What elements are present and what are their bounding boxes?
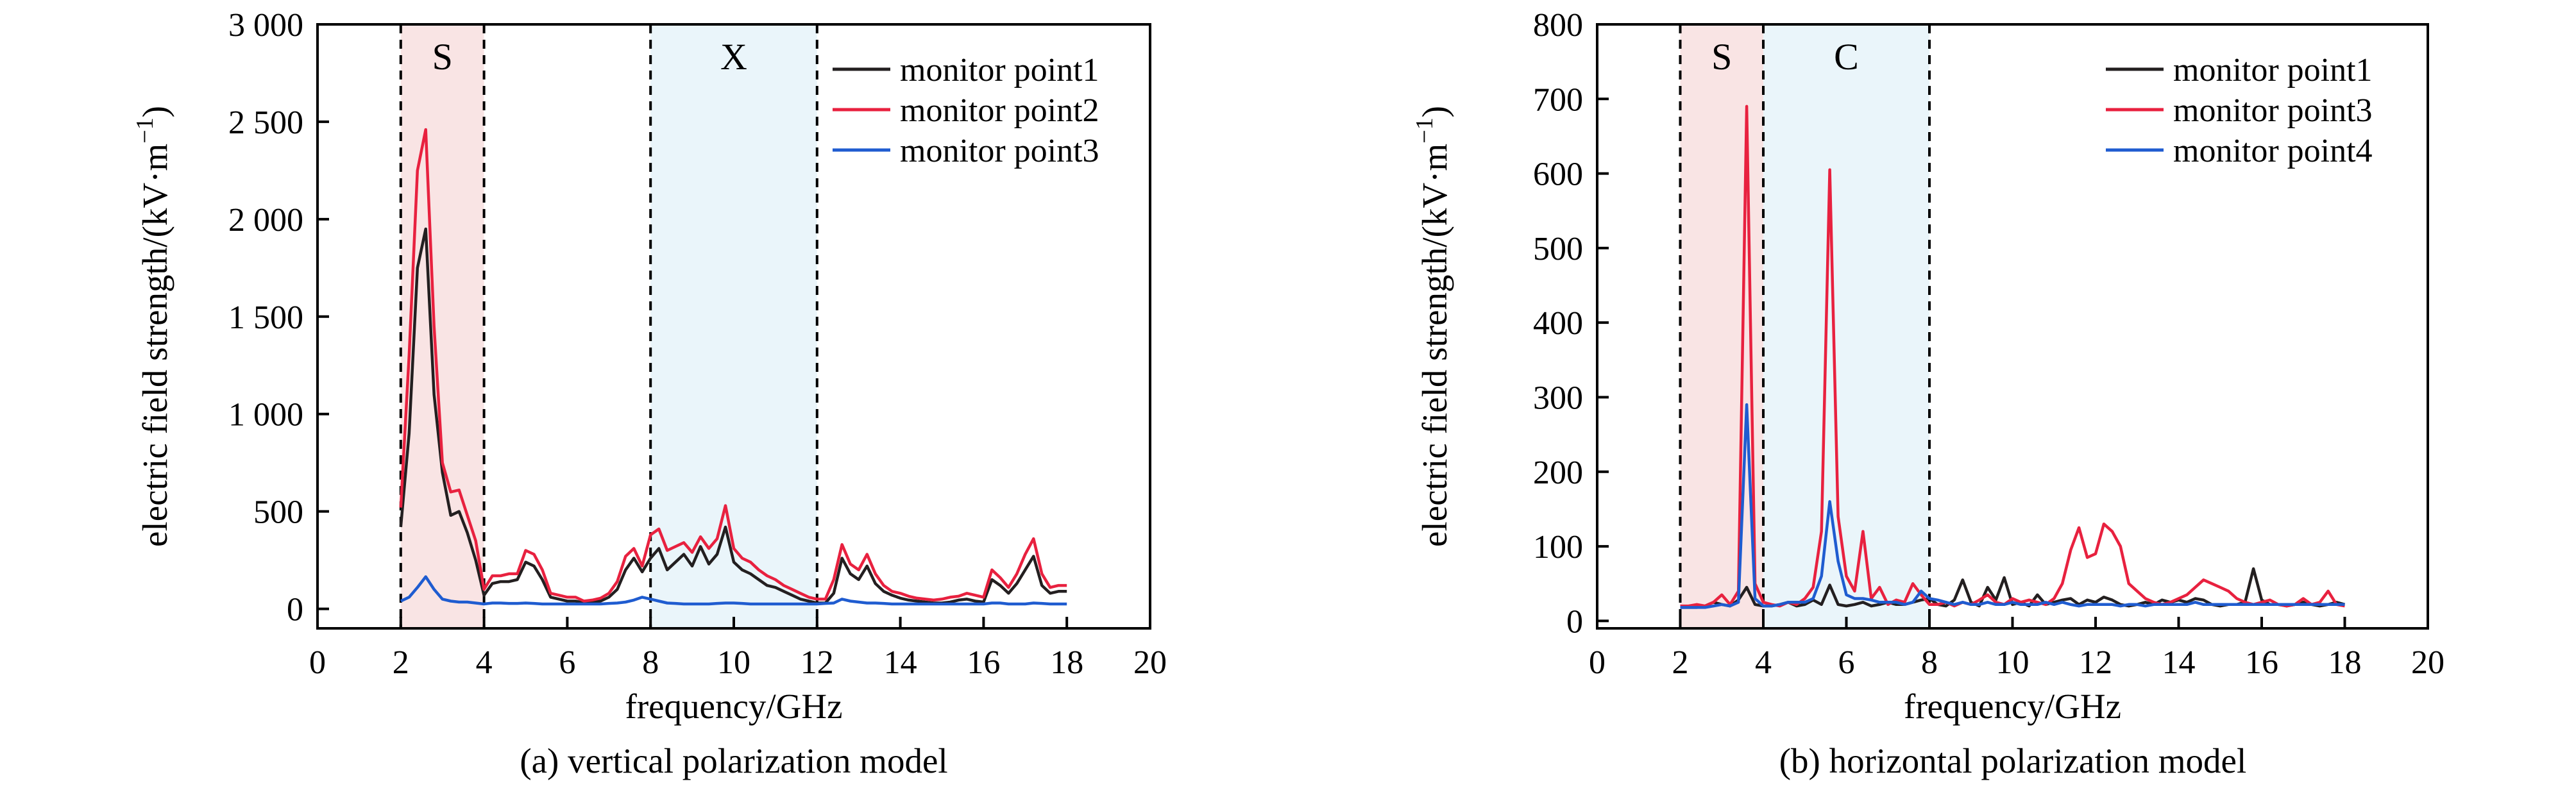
y-axis-title-main: electric field strength/(kV·m	[135, 144, 174, 547]
panel-caption: (b) horizontal polarization model	[1779, 741, 2247, 780]
x-tick-label: 16	[2245, 644, 2278, 681]
y-tick-label: 2 500	[228, 105, 303, 141]
x-tick-label: 10	[1996, 644, 2029, 681]
y-tick-label: 700	[1533, 81, 1583, 118]
y-tick-label: 800	[1533, 7, 1583, 44]
x-tick-label: 14	[2162, 644, 2196, 681]
y-tick-label: 2 000	[228, 202, 303, 239]
band-label-s: S	[432, 36, 453, 78]
panel-a-vertical-polarization: S X 0 2 4 6 8 10 12 14 16 18 20 0 500 1 000 1 500 2 000 2 …	[131, 7, 1167, 780]
y-axis-title-close: )	[1415, 106, 1454, 117]
y-axis-title-main: electric field strength/(kV·m	[1415, 144, 1454, 547]
x-tick-label: 10	[717, 644, 750, 681]
x-tick-label: 14	[884, 644, 917, 681]
x-tick-label: 20	[2411, 644, 2445, 681]
series-line-monitor-point3	[400, 575, 1067, 606]
x-tick-label: 12	[801, 644, 834, 681]
band-x	[650, 24, 817, 628]
x-tick-label: 6	[559, 644, 575, 681]
x-tick-label: 0	[309, 644, 326, 681]
y-axis-title: electric field strength/(kV·m−1)	[1411, 106, 1454, 547]
y-tick-label: 1 000	[228, 397, 303, 433]
y-tick-label: 500	[1533, 231, 1583, 267]
legend-label: monitor point3	[900, 133, 1099, 169]
y-tick-label: 0	[1566, 603, 1583, 640]
x-tick-label: 8	[1921, 644, 1938, 681]
x-tick-label: 2	[1672, 644, 1689, 681]
legend-label: monitor point1	[2173, 52, 2373, 88]
y-axis-title-close: )	[135, 106, 174, 117]
x-tick-label: 18	[2328, 644, 2362, 681]
panel-caption: (a) vertical polarization model	[520, 741, 947, 780]
series-line-monitor-point4	[1680, 403, 2345, 609]
x-tick-label: 12	[2079, 644, 2112, 681]
y-axis-title-exponent: −1	[131, 117, 158, 143]
x-axis-title: frequency/GHz	[1904, 687, 2121, 726]
legend-label: monitor point1	[900, 52, 1099, 88]
series-line-monitor-point2	[399, 128, 1067, 603]
band-label-c: C	[1834, 36, 1859, 78]
legend: monitor point1 monitor point3 monitor poin…	[2106, 52, 2373, 169]
x-tick-label: 16	[967, 644, 1000, 681]
legend-label: monitor point2	[900, 92, 1099, 129]
x-axis-title: frequency/GHz	[625, 687, 843, 726]
y-tick-label: 600	[1533, 156, 1583, 193]
x-tick-label: 20	[1133, 644, 1167, 681]
series-line-monitor-point1	[399, 227, 1067, 605]
y-tick-label: 300	[1533, 380, 1583, 416]
y-tick-label: 500	[253, 494, 303, 531]
legend-label: monitor point4	[2173, 133, 2373, 169]
y-tick-label: 200	[1533, 455, 1583, 491]
x-tick-label: 18	[1050, 644, 1083, 681]
legend: monitor point1 monitor point2 monitor poin…	[833, 52, 1099, 169]
x-tick-label: 4	[476, 644, 493, 681]
x-tick-label: 2	[393, 644, 409, 681]
y-tick-label: 100	[1533, 529, 1583, 566]
x-tick-label: 0	[1589, 644, 1606, 681]
panel-b-horizontal-polarization: S C0 2 4 6 8 10 12 14 16 18 20010020030040050060070…	[1411, 7, 2445, 780]
band-label-s: S	[1711, 36, 1732, 78]
y-axis-title: electric field strength/(kV·m−1)	[131, 106, 174, 547]
band-c	[1763, 24, 1929, 628]
y-axis-title-exponent: −1	[1411, 117, 1438, 143]
legend-label: monitor point3	[2173, 92, 2373, 129]
y-tick-label: 1 500	[228, 299, 303, 336]
x-tick-label: 8	[642, 644, 659, 681]
y-tick-label: 400	[1533, 305, 1583, 342]
x-tick-label: 4	[1755, 644, 1772, 681]
band-label-x: X	[720, 36, 747, 78]
y-tick-label: 0	[287, 592, 303, 628]
x-tick-label: 6	[1838, 644, 1855, 681]
y-tick-label: 3 000	[228, 7, 303, 44]
